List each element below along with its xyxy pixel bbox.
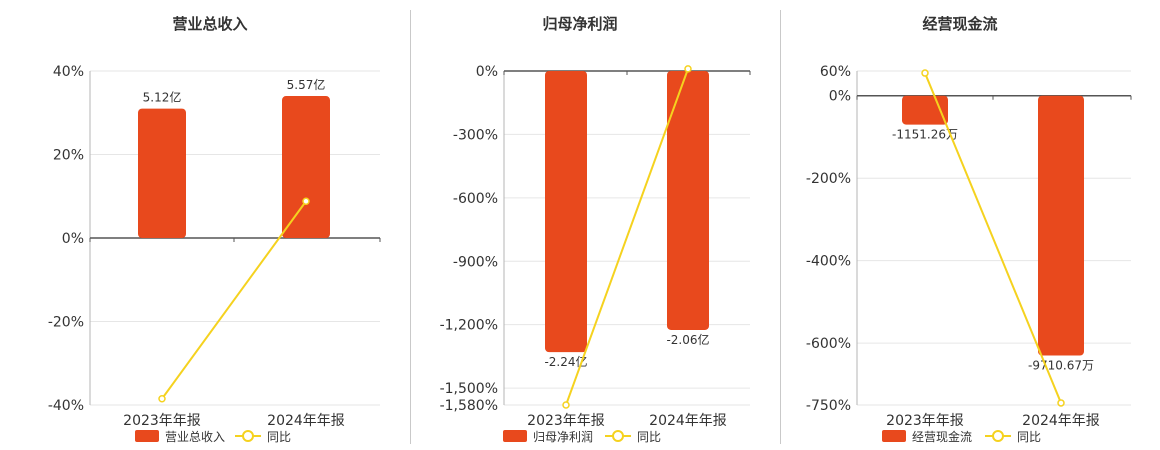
y-tick-label: -400% — [806, 254, 851, 270]
chart-net-profit: 归母净利润 0% -300% -600% -900% -1,200% -1,500% -1,5… — [400, 0, 773, 450]
x-tick-label: 2023年年报 — [123, 413, 201, 429]
panel-divider — [780, 10, 781, 444]
legend-bar-swatch — [503, 430, 527, 442]
chart-revenue-svg: 营业总收入 40% 20% 0% -20% -40% 2023年年报 2024年年报 5.12亿… — [48, 15, 381, 444]
x-tick-label: 2024年年报 — [1022, 413, 1100, 429]
bar-data-label: 5.57亿 — [287, 77, 326, 92]
legend-line-label: 同比 — [267, 430, 291, 444]
chart-title: 营业总收入 — [172, 15, 247, 33]
legend-bar-label: 营业总收入 — [165, 430, 225, 444]
legend-line-label: 同比 — [637, 430, 661, 444]
yoy-line — [924, 72, 1062, 404]
bar — [1038, 95, 1084, 356]
bar-data-label: 5.12亿 — [143, 90, 182, 105]
y-tick-label: -600% — [806, 336, 851, 352]
yoy-line — [161, 200, 307, 400]
bar — [545, 71, 587, 353]
chart-cashflow: 经营现金流 60% 0% -200% -400% -600% -750% 2023年年报 202… — [775, 0, 1148, 450]
legend-bar-swatch — [135, 430, 159, 442]
legend-line-marker — [992, 430, 1004, 442]
yoy-point — [1057, 399, 1065, 407]
legend-line-marker — [242, 430, 254, 442]
bar-data-label: -2.24亿 — [544, 354, 587, 369]
yoy-point — [562, 401, 570, 409]
x-tick-label: 2024年年报 — [267, 413, 345, 429]
x-tick-label: 2023年年报 — [527, 413, 605, 429]
bar — [138, 108, 186, 238]
chart-title: 经营现金流 — [922, 15, 997, 33]
bar-data-label: -1151.26万 — [892, 128, 958, 142]
legend-line-marker — [612, 430, 624, 442]
y-tick-label: -900% — [453, 254, 498, 270]
yoy-point — [684, 65, 692, 73]
y-tick-label: -1,500% — [440, 381, 498, 397]
bar-data-label: -9710.67万 — [1028, 359, 1094, 373]
chart-cashflow-svg: 经营现金流 60% 0% -200% -400% -600% -750% 2023年年报 202… — [806, 15, 1132, 444]
chart-net-profit-svg: 归母净利润 0% -300% -600% -900% -1,200% -1,500%-1,5… — [440, 15, 751, 444]
y-tick-label: -1,580% — [440, 398, 498, 414]
yoy-point — [921, 69, 929, 77]
legend-line-label: 同比 — [1017, 430, 1041, 444]
y-tick-label: 0% — [476, 64, 498, 80]
y-tick-label: -750% — [806, 398, 851, 414]
y-tick-label: 20% — [53, 148, 84, 164]
y-tick-label: 60% — [820, 64, 851, 80]
legend-bar-swatch — [882, 430, 906, 442]
panel-divider — [410, 10, 411, 444]
x-tick-label: 2023年年报 — [886, 413, 964, 429]
y-tick-label: -20% — [48, 315, 84, 331]
bar — [282, 96, 330, 238]
y-tick-label: -40% — [48, 398, 84, 414]
legend-bar-label: 经营现金流 — [912, 429, 972, 444]
y-tick-label: 0% — [62, 231, 84, 247]
yoy-point — [302, 197, 310, 206]
yoy-point — [158, 394, 166, 403]
y-tick-label: -1,200% — [440, 318, 498, 334]
y-tick-label: -300% — [453, 127, 498, 143]
y-tick-label: -600% — [453, 191, 498, 207]
x-tick-label: 2024年年报 — [649, 413, 727, 429]
y-tick-label: -200% — [806, 171, 851, 187]
legend-bar-label: 归母净利润 — [533, 430, 593, 444]
yoy-line — [565, 68, 689, 406]
y-tick-label: 40% — [53, 64, 84, 80]
y-tick-label: 0% — [829, 89, 851, 105]
chart-title: 归母净利润 — [542, 15, 617, 33]
bar — [667, 71, 709, 330]
chart-revenue: 营业总收入 40% 20% 0% -20% -40% 2023年年报 2024年年报 5.12亿… — [30, 0, 403, 450]
bar-data-label: -2.06亿 — [666, 332, 709, 347]
